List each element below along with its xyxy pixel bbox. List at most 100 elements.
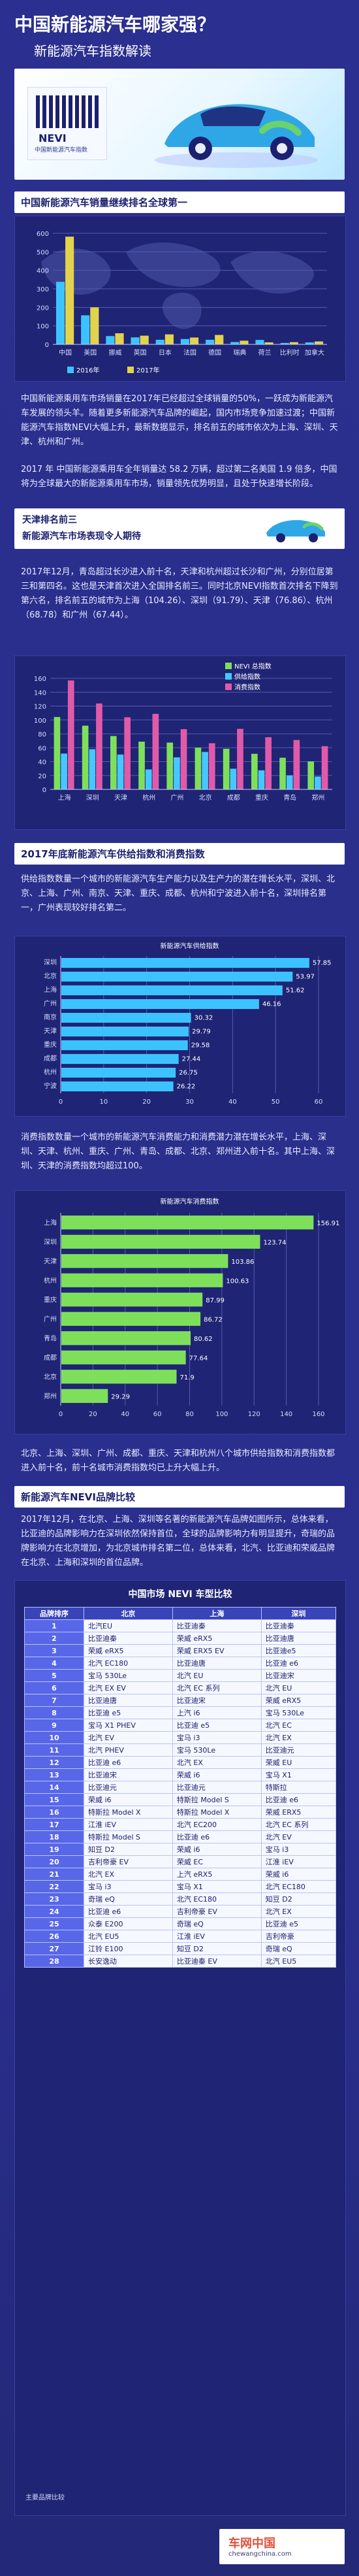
y-tick-label: 重庆 — [44, 1295, 57, 1304]
table-cell: 北汽EU — [84, 1619, 173, 1632]
table-rank-cell: 19 — [24, 1843, 84, 1856]
brand-table-footer: 主要品牌比较 — [25, 2494, 65, 2502]
brand-table: 品牌排序 北京 上海 深圳 1 北汽EU 比亚迪秦 比亚迪秦 2 比亚迪秦 荣威 eRX5 比… — [24, 1607, 337, 1968]
x-tick-label: 上海 — [58, 793, 71, 802]
bar — [61, 1273, 223, 1287]
table-cell: 众泰 E200 — [84, 1917, 173, 1930]
x-tick-label: 比利时 — [280, 349, 300, 357]
y-tick-label: 上海 — [44, 985, 57, 994]
table-cell: 北汽 EV — [260, 1830, 337, 1843]
table-rank-cell: 1 — [24, 1619, 84, 1632]
data-label: 71.9 — [180, 1374, 195, 1381]
bar — [61, 1370, 177, 1384]
bar-0 — [155, 339, 164, 344]
legend-swatch-0 — [225, 663, 232, 669]
x-tick-label: 重庆 — [255, 793, 268, 802]
table-cell: 比亚迪宋 — [84, 1768, 173, 1781]
x-tick-label: 郑州 — [311, 793, 324, 802]
data-label: 30.32 — [195, 1014, 213, 1021]
x-tick-label: 英国 — [134, 348, 147, 357]
data-label: 29.58 — [191, 1042, 210, 1049]
section2-title-1: 天津排名前三 — [22, 515, 77, 525]
x-tick-label: 100 — [215, 1411, 228, 1418]
table-cell: 荣威 i6 — [172, 1843, 262, 1856]
y-tick-label: 郑州 — [44, 1392, 57, 1400]
bar-0 — [255, 340, 264, 344]
table-cell: 荣威 EU — [260, 1756, 337, 1769]
y-tick-label: 宁波 — [44, 1082, 57, 1090]
data-label: 77.64 — [189, 1355, 208, 1362]
table-cell: 知豆 D2 — [172, 1942, 262, 1955]
brand-table-col-shenzhen: 深圳 — [260, 1607, 337, 1620]
bar-0 — [166, 742, 174, 789]
y-tick-label: 160 — [34, 676, 46, 683]
table-row: 27 江铃 E100 知豆 D2 奇瑞 eQ — [24, 1942, 337, 1955]
table-cell: 北汽 EU5 — [84, 1930, 173, 1943]
bar-1 — [61, 753, 67, 789]
table-row: 13 比亚迪宋 荣威 i6 宝马 X1 — [24, 1768, 337, 1781]
car-hub-front — [195, 143, 206, 154]
table-cell: 宝马 i3 — [84, 1880, 173, 1893]
table-cell: 比亚迪 e6 — [172, 1830, 262, 1843]
bar — [61, 1012, 191, 1023]
table-row: 14 比亚迪元 比亚迪元 特斯拉 — [24, 1781, 337, 1794]
y-tick-label: 120 — [34, 704, 46, 711]
x-tick-label: 天津 — [114, 794, 127, 802]
table-cell: 荣威 i6 — [84, 1793, 173, 1806]
y-tick-label: 青岛 — [44, 1334, 57, 1342]
table-cell: 宝马 X1 PHEV — [84, 1719, 173, 1732]
y-tick-label: 深圳 — [44, 959, 57, 966]
chart1-panel: 0 100 200 300 400 500 600 中国 美国 挪威 英国 日本 法国 德国 瑞典 荷兰 比利时… — [14, 216, 346, 382]
legend-label-0: NEVI 总指数 — [234, 662, 272, 670]
bar-0 — [307, 761, 315, 789]
table-row: 12 比亚迪 e6 北汽 EX 荣威 EU — [24, 1756, 337, 1769]
section1-banner: 中国新能源汽车销量继续排名全球第一 — [14, 191, 345, 213]
data-label: 27.44 — [182, 1055, 201, 1063]
table-cell: 宝马 i3 — [260, 1843, 337, 1856]
x-tick-label: 40 — [121, 1411, 129, 1418]
x-tick-label: 40 — [228, 1098, 237, 1106]
table-cell: 北汽 EU — [260, 1681, 337, 1694]
section1-paragraph-1: 中国新能源乘用车市场销量在2017年已经超过全球销量的50%，一跃成为新能源汽车… — [21, 394, 338, 447]
data-label: 80.62 — [194, 1336, 213, 1343]
section2-title-2: 新能源汽车市场表现令人期待 — [22, 531, 141, 542]
section2-banner: 天津排名前三 新能源汽车市场表现令人期待 — [14, 508, 345, 549]
table-cell: 奇瑞 eQ — [172, 1917, 262, 1930]
table-cell: 北汽 EX EV — [84, 1681, 173, 1694]
bar-0 — [82, 725, 89, 789]
table-cell: 吉利帝豪 EV — [84, 1855, 173, 1868]
y-tick-label: 天津 — [44, 1257, 57, 1265]
table-cell: 上汽 i6 — [172, 1706, 262, 1719]
nevi-logo-subtext: 中国新能源汽车指数 — [35, 147, 88, 154]
y-tick-label: 400 — [37, 268, 49, 275]
y-tick-label: 北京 — [44, 972, 57, 980]
bar-2 — [180, 729, 187, 789]
table-cell: 荣威 ERX5 EV — [172, 1644, 262, 1657]
data-label: 26.22 — [177, 1083, 196, 1090]
table-rank-cell: 9 — [24, 1719, 84, 1732]
x-tick-label: 10 — [99, 1098, 108, 1106]
x-tick-label: 瑞典 — [233, 348, 246, 357]
table-rank-cell: 21 — [24, 1868, 84, 1881]
x-tick-label: 0 — [59, 1411, 63, 1418]
brand-table-wrapper: 品牌排序 北京 上海 深圳 1 北汽EU 比亚迪秦 比亚迪秦 2 比亚迪秦 荣威 eRX5 比… — [24, 1607, 337, 1968]
car-window — [200, 107, 266, 126]
table-cell: 北汽 EC200 — [172, 1818, 262, 1831]
y-tick-label: 南京 — [44, 1013, 57, 1021]
x-tick-label: 50 — [272, 1098, 280, 1106]
brand-table-body: 1 北汽EU 比亚迪秦 比亚迪秦 2 比亚迪秦 荣威 eRX5 比亚迪唐 3 荣威 eRX5 荣威 … — [24, 1619, 337, 1968]
y-tick-label: 成都 — [44, 1055, 57, 1063]
brand-table-panel: 中国市场 NEVI 车型比较 品牌排序 北京 上海 深圳 1 北汽EU 比亚迪秦 比亚… — [14, 1580, 346, 2516]
table-cell: 宝马 530Le — [172, 1743, 262, 1757]
table-cell: 荣威 eRX5 — [84, 1644, 173, 1657]
table-cell: 比亚迪宋 — [172, 1694, 262, 1707]
bar — [61, 985, 283, 996]
table-rank-cell: 11 — [24, 1743, 84, 1757]
x-tick-label: 北京 — [199, 793, 212, 802]
nevi-logo-mark — [36, 95, 99, 128]
brand-table-col-shanghai: 上海 — [172, 1607, 262, 1620]
bar — [61, 1312, 201, 1326]
table-rank-cell: 13 — [24, 1768, 84, 1781]
y-tick-label: 140 — [34, 689, 46, 697]
y-tick-label: 80 — [38, 731, 46, 738]
